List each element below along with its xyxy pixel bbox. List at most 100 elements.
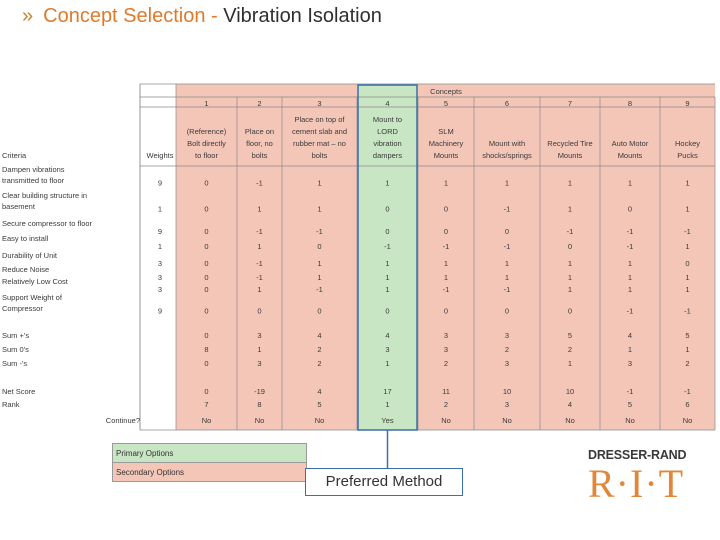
- concept-name: Mounts: [434, 151, 459, 160]
- concept-name: Mounts: [558, 151, 583, 160]
- concept-name: rubber mat – no: [293, 139, 346, 148]
- score-cell: 1: [317, 259, 321, 268]
- score-cell: -1: [684, 227, 691, 236]
- score-cell: 1: [317, 179, 321, 188]
- logo-brand: DRESSER-RAND: [588, 448, 687, 462]
- sum-cell: 3: [505, 359, 509, 368]
- sum-label: Sum 0's: [2, 345, 29, 354]
- score-cell: -1: [567, 227, 574, 236]
- sum-cell: 2: [685, 359, 689, 368]
- legend-primary-swatch: [112, 443, 307, 463]
- concept-number: 4: [385, 99, 389, 108]
- score-cell: -1: [384, 242, 391, 251]
- concept-name: floor, no: [246, 139, 273, 148]
- score-cell: -1: [316, 285, 323, 294]
- concept-name: to floor: [195, 151, 218, 160]
- concept-name: (Reference): [187, 127, 227, 136]
- score-cell: 0: [385, 205, 389, 214]
- criterion-label: Secure compressor to floor: [2, 219, 93, 228]
- score-cell: 0: [568, 242, 572, 251]
- score-cell: 1: [257, 205, 261, 214]
- concept-number: 1: [204, 99, 208, 108]
- net-cell: 6: [685, 400, 689, 409]
- net-cell: 7: [204, 400, 208, 409]
- title-bullet: »: [22, 5, 34, 27]
- weights-header: Weights: [147, 151, 174, 160]
- concept-name: bolts: [312, 151, 328, 160]
- score-cell: 0: [204, 307, 208, 316]
- continue-cell: No: [202, 416, 212, 425]
- score-cell: 1: [685, 285, 689, 294]
- sum-cell: 0: [204, 359, 208, 368]
- net-cell: 17: [383, 387, 391, 396]
- score-cell: 1: [444, 259, 448, 268]
- net-cell: 5: [317, 400, 321, 409]
- net-cell: 3: [505, 400, 509, 409]
- criterion-weight: 9: [158, 227, 162, 236]
- continue-cell: No: [565, 416, 575, 425]
- secondary-options-bg: [176, 84, 357, 430]
- score-cell: -1: [316, 227, 323, 236]
- score-cell: -1: [684, 307, 691, 316]
- net-label: Rank: [2, 400, 20, 409]
- continue-cell: No: [502, 416, 512, 425]
- preferred-method-callout: Preferred Method: [305, 468, 463, 496]
- score-cell: 0: [317, 307, 321, 316]
- score-cell: 1: [505, 179, 509, 188]
- concept-name: Place on top of: [294, 115, 345, 124]
- score-cell: 0: [385, 227, 389, 236]
- primary-option-bg: [357, 84, 418, 430]
- score-cell: -1: [443, 242, 450, 251]
- net-cell: 4: [317, 387, 321, 396]
- sum-cell: 2: [317, 359, 321, 368]
- concept-name: Bolt directly: [187, 139, 226, 148]
- score-cell: 0: [505, 307, 509, 316]
- score-cell: 0: [204, 259, 208, 268]
- sum-cell: 4: [317, 331, 321, 340]
- sum-cell: 5: [685, 331, 689, 340]
- concept-name: Mount to: [373, 115, 402, 124]
- score-cell: 1: [685, 179, 689, 188]
- concept-name: Mounts: [618, 151, 643, 160]
- legend-primary: Primary Options: [112, 443, 307, 463]
- criterion-weight: 3: [158, 259, 162, 268]
- net-cell: 2: [444, 400, 448, 409]
- score-cell: 1: [505, 259, 509, 268]
- continue-cell: No: [315, 416, 325, 425]
- criteria-header: Criteria: [2, 151, 27, 160]
- score-cell: 0: [204, 227, 208, 236]
- score-cell: 1: [385, 179, 389, 188]
- score-cell: 0: [444, 307, 448, 316]
- score-cell: 1: [568, 179, 572, 188]
- preferred-method-label: Preferred Method: [325, 473, 443, 490]
- score-cell: 1: [568, 259, 572, 268]
- concepts-header: Concepts: [430, 87, 462, 96]
- concept-name: Machinery: [429, 139, 464, 148]
- score-cell: -1: [256, 179, 263, 188]
- score-cell: 0: [204, 179, 208, 188]
- sum-label: Sum +'s: [2, 331, 29, 340]
- net-cell: 5: [628, 400, 632, 409]
- sum-cell: 2: [444, 359, 448, 368]
- score-cell: 1: [685, 273, 689, 282]
- net-cell: 11: [442, 387, 450, 396]
- score-cell: 0: [204, 205, 208, 214]
- score-cell: 0: [204, 285, 208, 294]
- concept-name: Recycled Tire: [547, 139, 592, 148]
- net-cell: 1: [385, 400, 389, 409]
- score-cell: 0: [317, 242, 321, 251]
- sum-cell: 3: [444, 331, 448, 340]
- score-cell: 0: [628, 205, 632, 214]
- score-cell: -1: [627, 227, 634, 236]
- legend-secondary-swatch: [112, 462, 307, 482]
- sum-cell: 3: [628, 359, 632, 368]
- score-cell: -1: [627, 307, 634, 316]
- concept-name: Mount with: [489, 139, 525, 148]
- sum-cell: 1: [257, 345, 261, 354]
- concept-name: dampers: [373, 151, 402, 160]
- sum-cell: 4: [628, 331, 632, 340]
- score-cell: 1: [385, 285, 389, 294]
- sum-cell: 3: [505, 331, 509, 340]
- score-cell: 1: [317, 205, 321, 214]
